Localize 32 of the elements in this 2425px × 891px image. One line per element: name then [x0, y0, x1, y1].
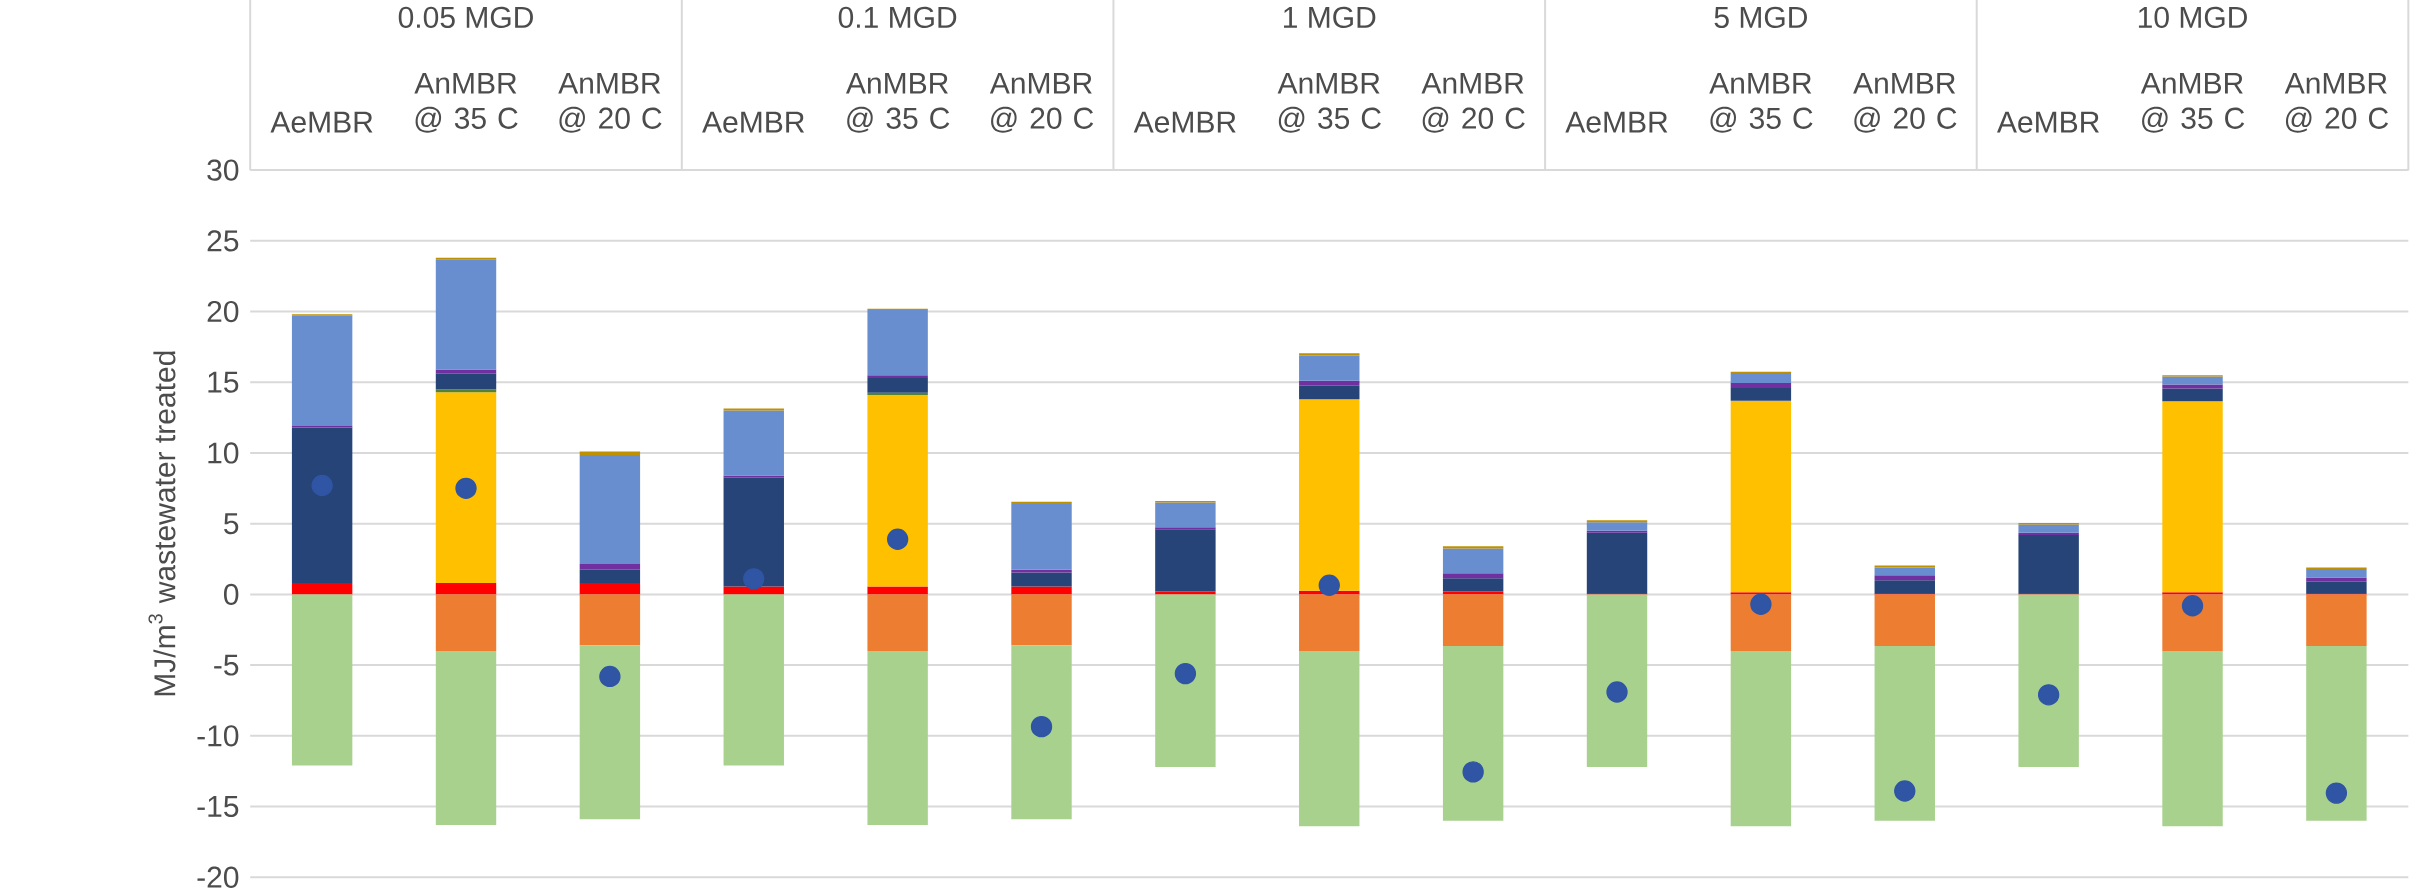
y-tick-label: -5 [214, 654, 239, 676]
text: 5 MGD [1714, 6, 1807, 29]
text: 0.05 MGD [398, 6, 533, 29]
y-tick-label: 10 [208, 442, 239, 464]
text: 10 MGD [2138, 6, 2247, 29]
x-tick-label: AeMBR [702, 112, 805, 133]
x-tick-label: AnMBR @ 20 C [2284, 73, 2389, 133]
y-tick-label: -20 [197, 866, 239, 889]
y-tick-label: 15 [208, 371, 239, 393]
y-tick-label: -15 [197, 796, 239, 818]
x-tick-label: AeMBR [1133, 112, 1236, 133]
y-tick-label: -10 [197, 725, 239, 747]
x-tick-label: AeMBR [1565, 112, 1668, 133]
y-tick-label: 25 [207, 230, 239, 252]
y-tick-label: 20 [207, 301, 239, 323]
x-tick-label: AnMBR @ 35 C [1709, 73, 1813, 133]
x-tick-label: AnMBR @ 20 C [558, 73, 662, 133]
x-tick-label: AnMBR @ 20 C [1421, 73, 1525, 133]
x-tick-label: AnMBR @ 35 C [1277, 73, 1381, 133]
x-tick-label: AnMBR @ 35 C [414, 73, 518, 133]
x-tick-label: AnMBR @ 35 C [2140, 73, 2245, 133]
y-tick-label: 5 [224, 513, 239, 535]
y-axis-title: MJ/m$^{3}$ wastewater treated [148, 351, 176, 696]
text: 0.1 MGD [838, 6, 957, 29]
y-tick-label: 30 [207, 159, 239, 181]
x-tick-label: AeMBR [1996, 112, 2099, 133]
x-tick-label: AnMBR @ 35 C [845, 73, 950, 133]
x-tick-label: AeMBR [270, 112, 373, 133]
x-tick-label: AnMBR @ 20 C [989, 73, 1094, 133]
y-tick-label: 0 [223, 583, 239, 606]
text: 1 MGD [1284, 6, 1376, 29]
x-tick-label: AnMBR @ 20 C [1853, 73, 1957, 133]
